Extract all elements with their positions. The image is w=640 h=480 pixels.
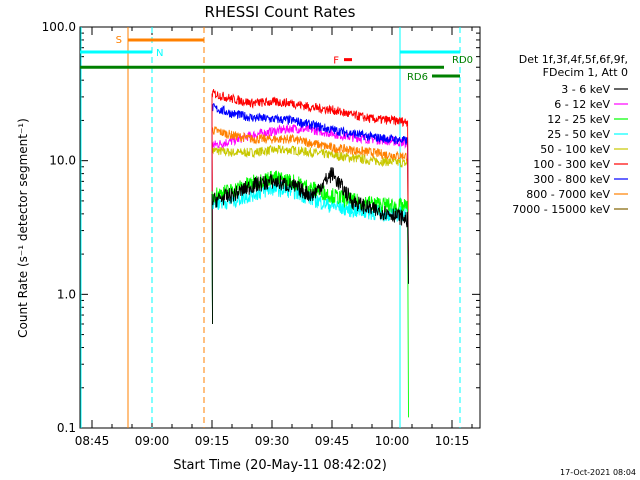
- footer-timestamp: 17-Oct-2021 08:04: [560, 468, 636, 477]
- flag-label: S: [116, 35, 122, 46]
- legend-entry-label: 3 - 6 keV: [561, 83, 610, 96]
- y-tick-label: 1.0: [57, 287, 76, 301]
- x-tick-label: 09:45: [315, 434, 350, 448]
- legend-entry-label: 50 - 100 keV: [540, 143, 610, 156]
- x-tick-label: 10:00: [375, 434, 410, 448]
- y-tick-label: 0.1: [57, 421, 76, 435]
- flag-label: F: [333, 56, 339, 67]
- legend-entry-label: 12 - 25 keV: [547, 113, 610, 126]
- y-tick-label: 100.0: [42, 20, 76, 34]
- series-line-800_7000keV: [211, 125, 409, 325]
- legend-entry-label: 6 - 12 keV: [554, 98, 610, 111]
- legend-header: Det 1f,3f,4f,5f,6f,9f,: [519, 53, 628, 66]
- y-axis-label: Count Rate (s⁻¹ detector segment⁻¹): [16, 118, 30, 338]
- legend: Det 1f,3f,4f,5f,6f,9f,FDecim 1, Att 0 3 -…: [512, 53, 628, 216]
- legend-entry-label: 100 - 300 keV: [533, 158, 610, 171]
- legend-entry-label: 25 - 50 keV: [547, 128, 610, 141]
- x-tick-label: 09:00: [135, 434, 170, 448]
- series-line-100_300keV: [211, 89, 409, 325]
- x-tick-label: 09:30: [255, 434, 290, 448]
- series-line-50_100keV: [211, 144, 409, 325]
- plot-area: 100.0 10.0 1.0 0.108:45 09:00 09:15 09:30 09:45…: [42, 20, 481, 448]
- x-tick-label: 10:15: [435, 434, 470, 448]
- legend-entry-label: 7000 - 15000 keV: [512, 203, 610, 216]
- legend-entry-label: 300 - 800 keV: [533, 173, 610, 186]
- legend-entry-label: 800 - 7000 keV: [526, 188, 610, 201]
- flag-label: RD6: [407, 72, 428, 83]
- plot-frame: [79, 26, 481, 429]
- chart-title: RHESSI Count Rates: [205, 3, 356, 21]
- series-line-300_800keV: [211, 103, 409, 325]
- legend-header: FDecim 1, Att 0: [543, 66, 628, 79]
- series-line-3_6keV: [211, 167, 409, 325]
- flag-label: RD0: [452, 55, 473, 66]
- flag-label: N: [156, 48, 163, 59]
- x-tick-label: 08:45: [75, 434, 110, 448]
- x-axis-label: Start Time (20-May-11 08:42:02): [173, 458, 387, 473]
- x-tick-label: 09:15: [195, 434, 230, 448]
- y-tick-label: 10.0: [49, 154, 76, 168]
